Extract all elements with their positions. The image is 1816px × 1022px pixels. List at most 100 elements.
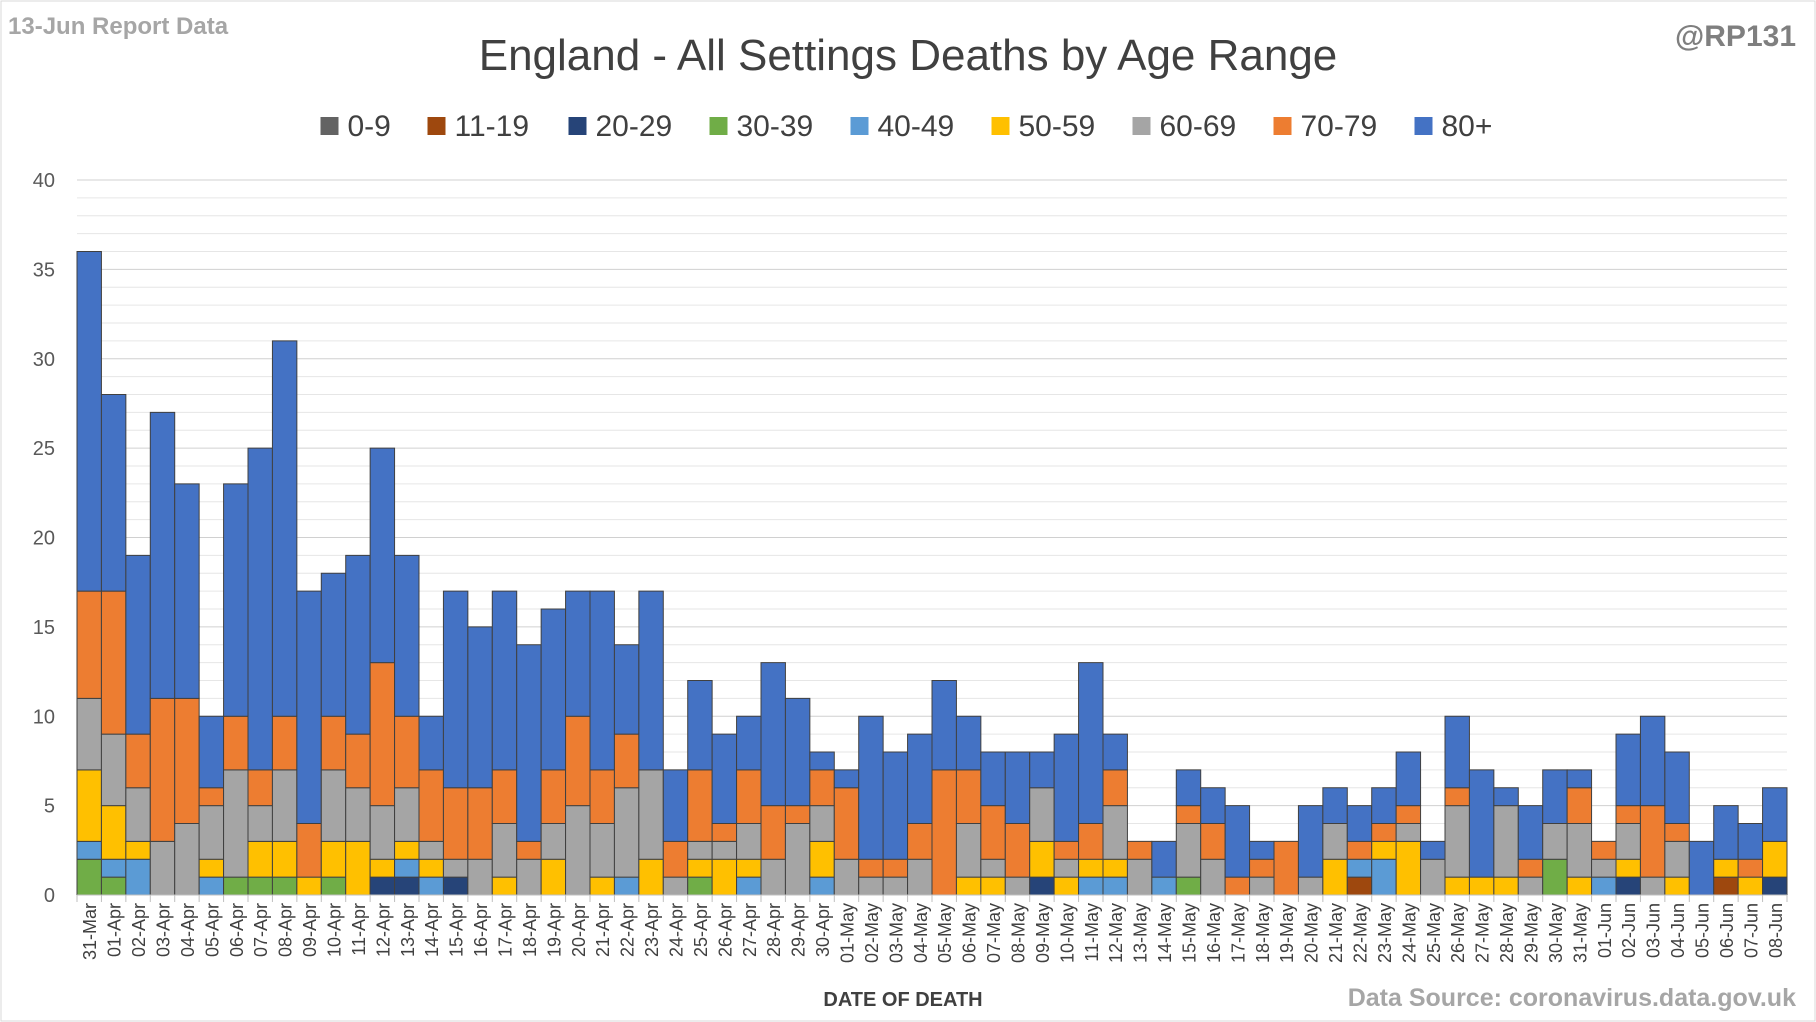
bar-segment: [100, 394, 127, 592]
bar-segment: [76, 769, 102, 842]
bar-segment: [1762, 840, 1788, 878]
x-tick-label: 26-May: [1448, 903, 1468, 963]
bar-segment: [345, 733, 371, 789]
x-tick-label: 08-May: [1009, 903, 1029, 963]
bar-segment: [858, 858, 884, 878]
bar-segment: [1371, 823, 1397, 842]
y-tick-label: 30: [33, 349, 55, 371]
x-tick-label: 27-May: [1473, 903, 1493, 963]
x-tick-label: 10-May: [1057, 903, 1077, 963]
bar-segment: [1102, 858, 1128, 878]
bar-segment: [1249, 858, 1275, 878]
x-tick-label: 25-Apr: [691, 903, 711, 957]
bar-segment: [687, 840, 713, 860]
bar-segment: [125, 787, 151, 842]
bar-segment: [345, 554, 371, 735]
y-tick-label: 35: [33, 259, 55, 281]
bar-segment: [540, 823, 567, 860]
legend-label: 20-29: [596, 110, 673, 143]
bar-segment: [833, 858, 860, 896]
bar-segment: [760, 858, 786, 896]
bar-segment: [247, 447, 273, 771]
bar-segment: [149, 840, 176, 896]
legend-swatch: [1273, 117, 1292, 135]
bar-segment: [491, 876, 518, 896]
bar-segment: [784, 823, 811, 896]
bar-segment: [247, 769, 273, 807]
bar-segment: [1395, 751, 1422, 807]
bar-segment: [955, 823, 982, 878]
x-tick-label: 11-May: [1082, 903, 1102, 962]
bar-segment: [760, 662, 786, 807]
bar-segment: [394, 840, 420, 860]
bar-segment: [369, 858, 396, 878]
bar-segment: [345, 840, 371, 896]
bar-segment: [1053, 840, 1080, 860]
bar-segment: [1444, 715, 1470, 789]
bar-segment: [1713, 876, 1739, 896]
y-tick-label: 5: [44, 796, 55, 818]
bar-segment: [1371, 858, 1397, 896]
bar-segment: [1444, 787, 1470, 807]
bar-segment: [882, 751, 909, 860]
bar-segment: [100, 733, 127, 807]
bar-segment: [1591, 876, 1617, 896]
bar-segment: [1224, 876, 1251, 896]
bar-segment: [711, 840, 738, 860]
x-tick-label: 01-Apr: [105, 903, 125, 957]
y-tick-label: 25: [33, 438, 55, 460]
bar-segment: [1737, 823, 1764, 860]
bar-segment: [1444, 805, 1470, 878]
bar-segment: [760, 805, 786, 860]
bar-segment: [711, 733, 738, 824]
bar-segment: [76, 840, 102, 860]
bar-segment: [369, 805, 396, 860]
bar-segment: [1395, 823, 1422, 842]
bar-segment: [1542, 823, 1568, 860]
bar-segment: [809, 876, 835, 896]
bar-segment: [833, 787, 860, 860]
bar-segment: [662, 840, 689, 878]
bar-segment: [223, 876, 249, 896]
x-tick-label: 28-Apr: [764, 903, 784, 957]
bar-segment: [1615, 858, 1641, 878]
x-tick-label: 12-Apr: [373, 903, 393, 957]
x-tick-label: 18-May: [1253, 903, 1273, 963]
bar-segment: [467, 858, 493, 896]
bar-segment: [369, 876, 396, 896]
x-tick-label: 17-May: [1228, 903, 1248, 963]
bar-segment: [271, 876, 298, 896]
bar-segment: [1664, 876, 1690, 896]
bar-segment: [100, 805, 127, 860]
legend-swatch: [991, 117, 1010, 135]
bar-segment: [1078, 858, 1104, 878]
x-tick-label: 22-Apr: [618, 903, 638, 957]
x-tick-label: 27-Apr: [740, 903, 760, 957]
x-tick-label: 24-Apr: [667, 903, 687, 957]
bars: [76, 251, 1788, 896]
bar-segment: [125, 858, 151, 896]
bar-segment: [1224, 805, 1251, 878]
bar-segment: [613, 787, 640, 878]
bar-segment: [100, 876, 127, 896]
bar-segment: [980, 858, 1006, 878]
x-tick-label: 19-Apr: [544, 903, 564, 957]
report-label: 13-Jun Report Data: [8, 13, 229, 40]
bar-segment: [271, 340, 298, 717]
bar-segment: [1639, 805, 1666, 878]
bar-segment: [467, 626, 493, 789]
x-tick-label: 23-Apr: [642, 903, 662, 957]
bar-segment: [1468, 769, 1495, 878]
y-tick-label: 15: [33, 617, 55, 639]
bar-segment: [320, 572, 347, 717]
bar-segment: [809, 840, 835, 878]
bar-segment: [613, 644, 640, 735]
bar-segment: [882, 858, 909, 878]
bar-segment: [1688, 840, 1715, 896]
x-tick-label: 02-Apr: [129, 903, 149, 957]
x-tick-label: 08-Apr: [276, 903, 296, 957]
bar-segment: [1322, 858, 1348, 896]
x-tick-label: 07-Apr: [251, 903, 271, 957]
bar-segment: [687, 680, 713, 771]
bar-segment: [394, 787, 420, 842]
